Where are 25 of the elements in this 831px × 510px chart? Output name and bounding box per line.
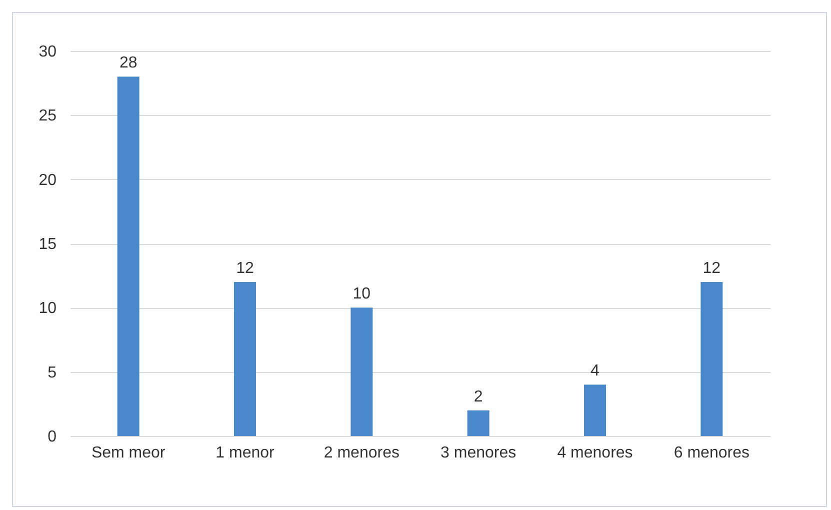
x-tick-label: 2 menores [324,444,400,462]
data-label: 10 [352,286,371,303]
x-tick-label: Sem meor [91,444,166,462]
data-label: 2 [474,388,483,406]
y-tick-label: 15 [38,236,57,253]
y-tick-label: 20 [38,172,57,189]
y-tick-label: 30 [38,44,57,60]
bar [700,282,723,436]
bar [234,282,256,436]
y-tick-label: 25 [38,108,57,125]
data-label: 28 [119,54,138,72]
data-label: 4 [590,362,600,380]
y-tick-label: 5 [48,364,57,382]
y-tick-label: 10 [38,300,57,318]
bar [117,76,140,436]
y-tick-label: 0 [48,428,57,446]
bar [350,308,373,436]
x-tick-label: 3 menores [440,444,516,462]
x-tick-label: 1 menor [216,444,276,462]
data-label: 12 [236,260,254,277]
x-tick-label: 4 menores [557,444,633,462]
bar [467,410,490,436]
x-tick-label: 6 menores [674,444,750,462]
data-label: 12 [702,260,721,277]
bar [584,384,606,436]
